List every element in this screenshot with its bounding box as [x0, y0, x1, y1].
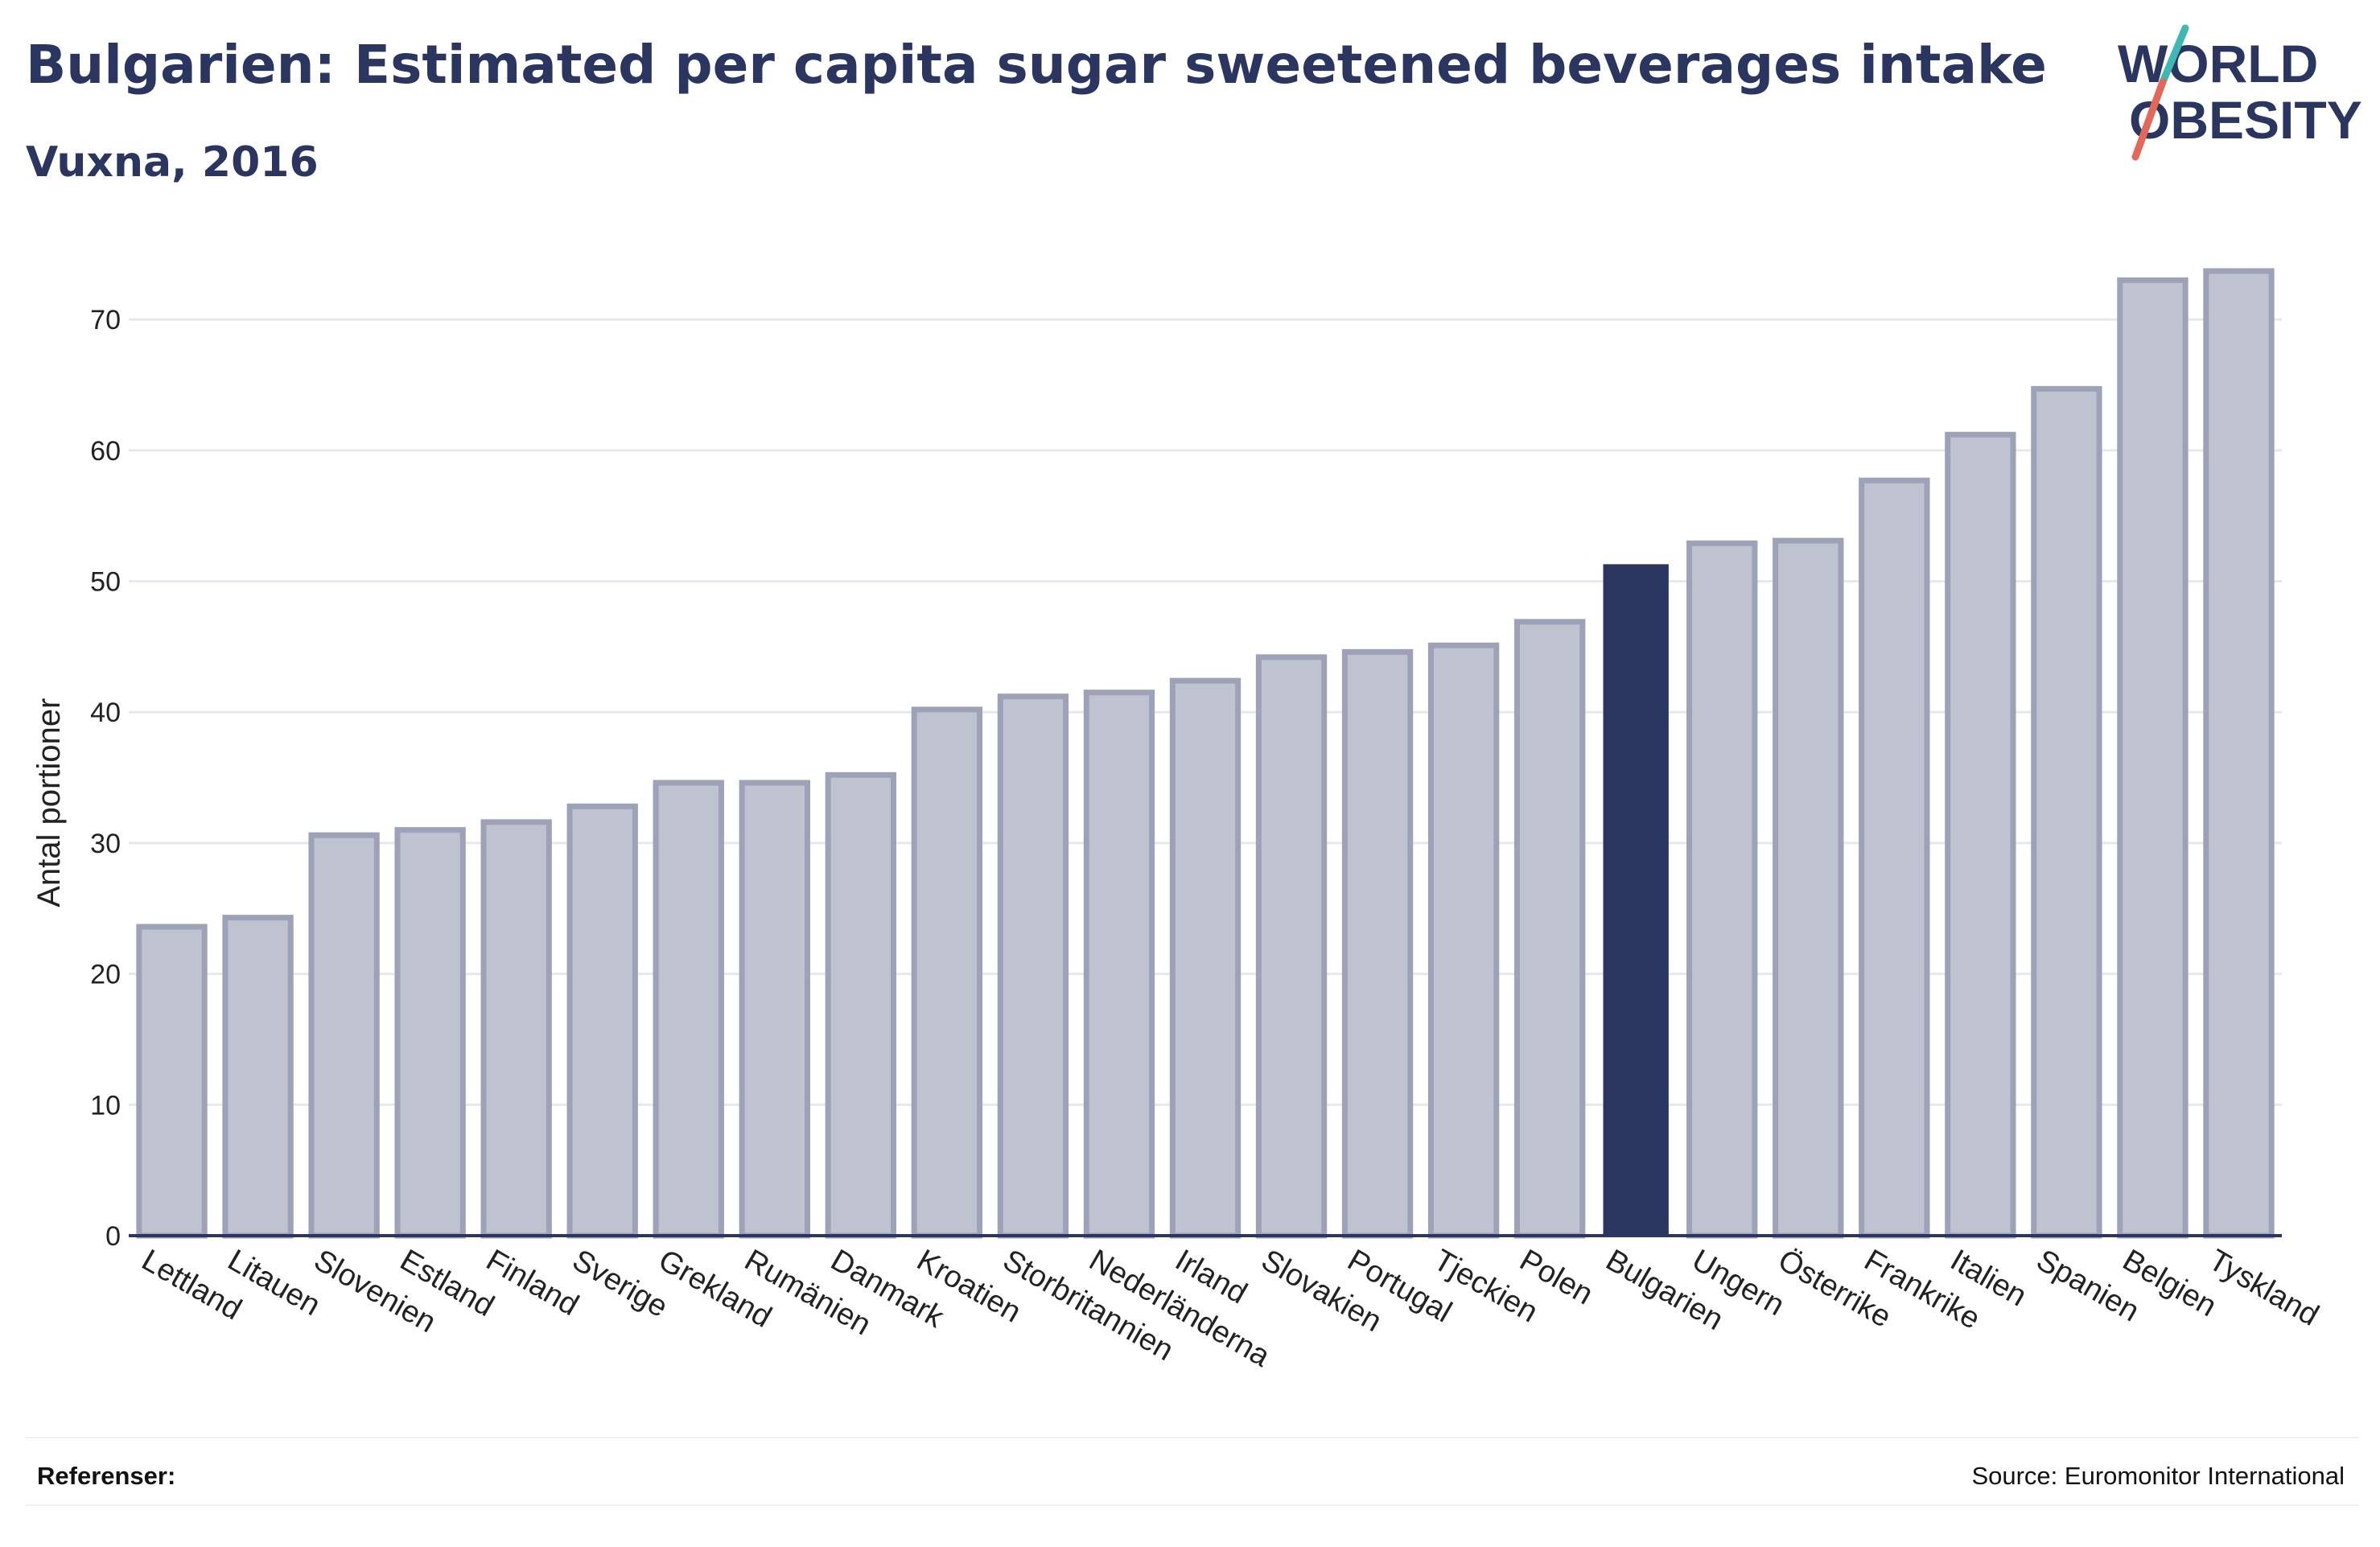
bar-polen — [1513, 619, 1586, 1239]
bar-portugal — [1341, 648, 1414, 1239]
chart-title: Bulgarien: Estimated per capita sugar sw… — [26, 34, 2047, 96]
y-tick-label: 30 — [90, 829, 121, 859]
bars — [136, 268, 2275, 1239]
bar-danmark — [825, 771, 897, 1239]
bar-lettland — [136, 924, 208, 1239]
y-tick-label: 70 — [90, 305, 121, 335]
y-tick-label: 10 — [90, 1090, 121, 1121]
references-label: Referenser: — [37, 1462, 176, 1490]
x-category-label: Finland — [480, 1243, 584, 1323]
bar-tjeckien — [1427, 642, 1500, 1239]
bar-spanien — [2031, 385, 2102, 1239]
bar-storbritannien — [997, 693, 1069, 1239]
bar-belgien — [2117, 277, 2189, 1239]
bar-slovenien — [308, 832, 380, 1239]
bar-chart: 0 10 20 30 40 50 60 70 LettlandLitauenSlovenien… — [31, 268, 2324, 1374]
bar-litauen — [222, 915, 294, 1239]
world-obesity-logo: WORLD OBESITY — [2118, 24, 2362, 161]
x-category-labels: LettlandLitauenSlovenienEstlandFinlandSv… — [136, 1243, 2324, 1374]
y-tick-label: 50 — [90, 567, 121, 598]
bar-ungern — [1686, 540, 1758, 1239]
footer-divider-bottom — [26, 1504, 2359, 1506]
logo-line-world: WORLD — [2118, 34, 2318, 93]
bar-kroatien — [911, 706, 983, 1239]
y-tick-labels: 0 10 20 30 40 50 60 70 — [90, 305, 121, 1252]
bar-tyskland — [2203, 268, 2275, 1239]
bar-österrike — [1773, 537, 1844, 1239]
bar-frankrike — [1859, 477, 1930, 1239]
logo-line-obesity: OBESITY — [2129, 90, 2362, 150]
bar-italien — [1945, 431, 2016, 1239]
y-tick-label: 60 — [90, 436, 121, 467]
y-axis-title: Antal portioner — [31, 698, 67, 907]
x-category-label: Tyskland — [2203, 1243, 2324, 1332]
logo-slash-bottom — [2131, 78, 2167, 161]
bar-estland — [394, 827, 466, 1239]
bar-slovakien — [1255, 654, 1328, 1239]
bar-bulgarien — [1603, 564, 1669, 1236]
logo-slash-top — [2159, 24, 2189, 86]
bar-nederländerna — [1083, 689, 1155, 1239]
chart-subtitle: Vuxna, 2016 — [26, 138, 319, 187]
bar-irland — [1169, 677, 1241, 1239]
x-category-label: Sverige — [566, 1243, 673, 1324]
y-tick-label: 0 — [105, 1221, 121, 1252]
source-text: Source: Euromonitor International — [1971, 1462, 2345, 1490]
y-tick-label: 40 — [90, 697, 121, 728]
footer-divider-top — [26, 1437, 2359, 1438]
x-category-label: Lettland — [136, 1243, 247, 1327]
y-tick-label: 20 — [90, 960, 121, 990]
bar-finland — [480, 819, 552, 1239]
bar-sverige — [566, 803, 638, 1239]
bar-rumänien — [739, 780, 810, 1239]
bar-grekland — [653, 780, 724, 1239]
